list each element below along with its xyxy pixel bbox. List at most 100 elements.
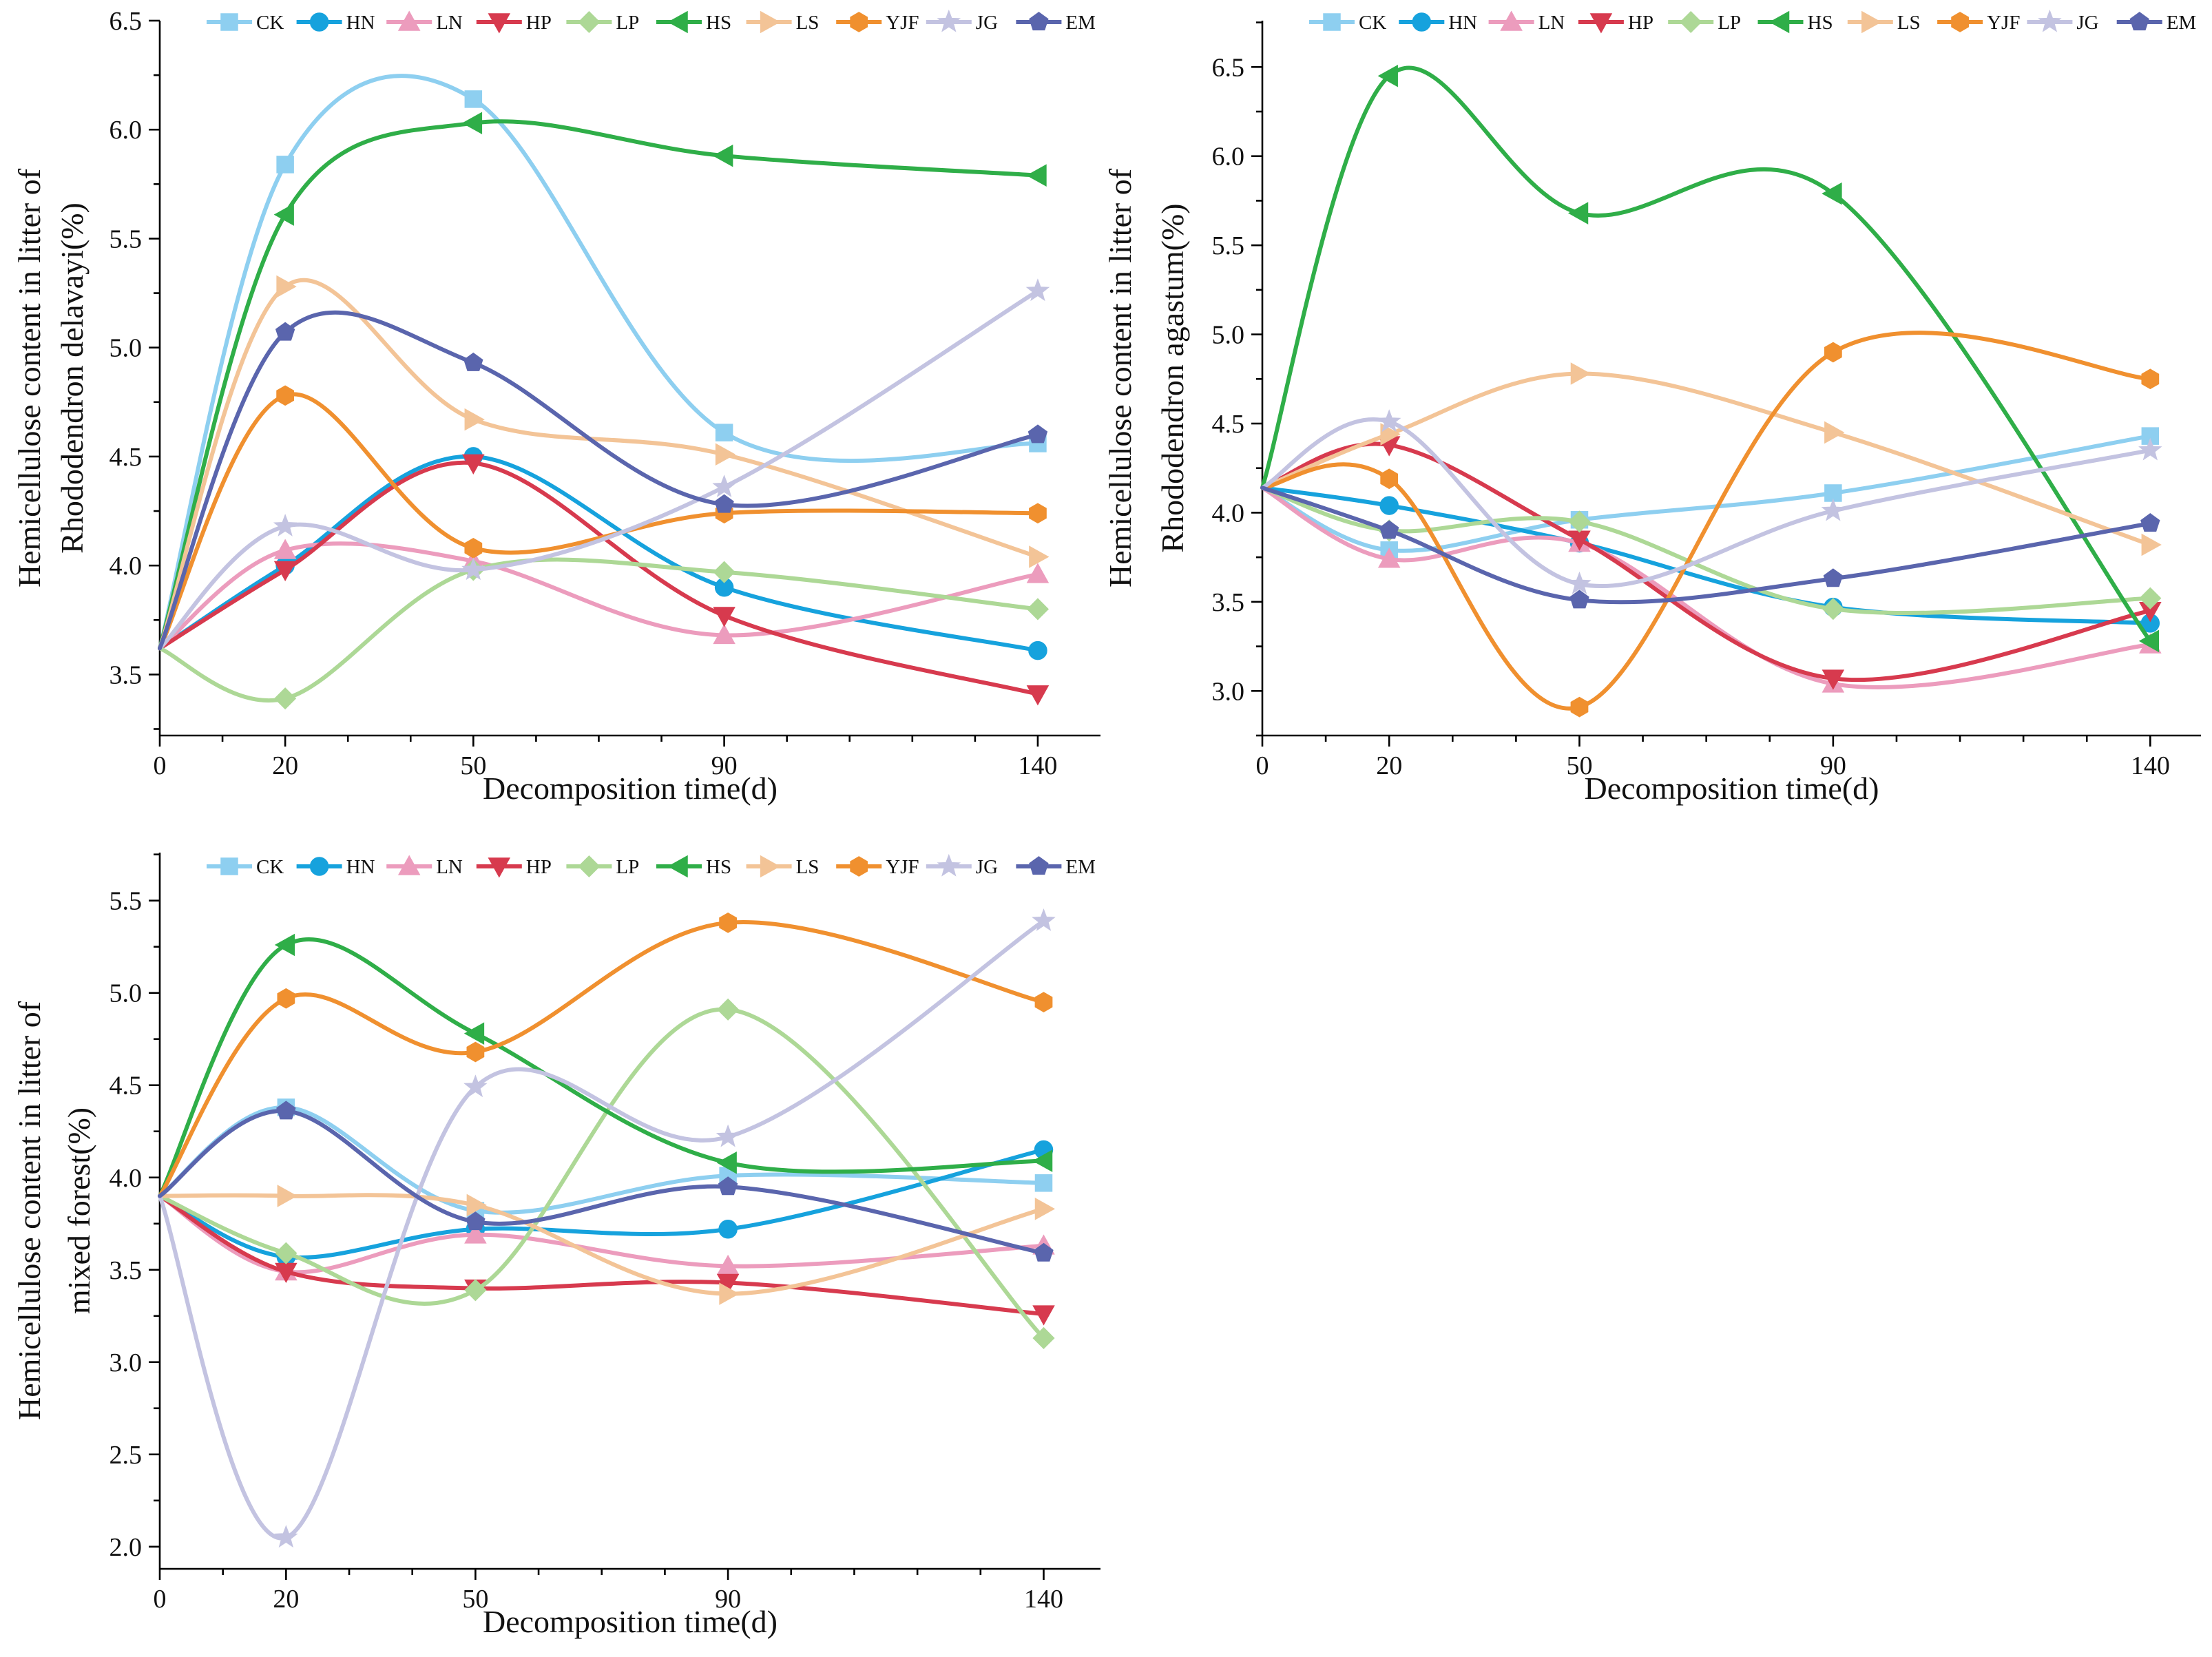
legend-marker-hn [1412,12,1432,32]
data-point-hs [1822,182,1842,205]
series-hp [158,454,1050,706]
legend-marker-lp [578,10,601,34]
legend-label-ln: LN [436,12,463,34]
x-tick-label: 140 [2131,751,2170,780]
legend-marker-jg [2038,9,2062,32]
y-tick-label: 2.5 [109,1441,143,1470]
data-point-hs [1377,64,1398,87]
data-point-ln [464,1223,487,1244]
series-line-ls [158,1193,1046,1296]
data-point-lp [713,561,735,583]
data-point-em [1823,568,1844,587]
data-point-ls [715,443,736,466]
data-point-em [1379,520,1399,539]
data-point-em [466,1211,486,1231]
y-tick-label: 3.0 [1212,677,1245,706]
x-tick-label: 20 [272,751,298,780]
data-point-ls [277,1185,298,1207]
y-axis-title-line1: Hemicellulose content in litter of [12,1001,47,1420]
series-line-hn [158,454,1040,653]
y-tick-label: 2.0 [109,1533,143,1562]
data-point-lp [2139,587,2162,609]
data-point-em [463,352,483,371]
data-point-hs [1567,202,1589,225]
legend-marker-yjf [850,856,868,877]
data-point-ls [276,275,297,298]
legend-marker-em [2129,12,2149,31]
series-line-em [158,1109,1046,1255]
series-line-lp [158,557,1040,702]
legend-label-ln: LN [1538,12,1565,34]
series-line-yjf [158,919,1046,1198]
legend-label-em: EM [1065,12,1096,34]
chart-panel-agastum: 3.0 3.5 4.0 4.5 5.0 5.5 6.0 6.5 0 20 50 90 140 Decomp… [1103,9,2201,806]
data-point-hs [2138,629,2160,653]
data-point-jg [1567,571,1592,594]
data-point-hs [1032,1149,1053,1172]
x-axis-title: Decomposition time(d) [1585,771,1879,806]
data-point-jg [1821,498,1846,521]
data-point-yjf [1824,342,1842,363]
y-tick-label: 5.0 [1212,321,1245,350]
series-line-ln [158,541,1040,651]
y-tick-label: 3.5 [109,1256,143,1285]
legend-label-yjf: YJF [886,856,919,878]
legend-label-hn: HN [346,856,375,878]
legend-label-ln: LN [436,856,463,878]
series-line-em [158,310,1040,651]
data-point-ls [2141,533,2162,556]
series-yjf [158,912,1053,1198]
y-tick-label: 4.0 [109,552,143,581]
y-tick-label: 5.5 [109,225,143,253]
x-tick-label: 140 [1024,1585,1063,1614]
data-point-em [275,322,295,341]
legend-label-ls: LS [796,856,820,878]
legend: CK HN LN HP LP HS LS YJF JG EM [207,9,1096,34]
data-point-jg [274,1525,298,1548]
legend-label-hn: HN [346,12,375,34]
data-point-ls [1029,545,1050,568]
data-point-yjf [277,988,295,1009]
legend-marker-ck [220,13,238,31]
y-axis-title-line2: mixed forest(%) [61,1107,96,1314]
legend-marker-hn [309,12,329,32]
legend-label-ls: LS [796,12,820,34]
data-point-em [2140,513,2160,532]
series-hs [158,933,1053,1198]
y-tick-label: 6.0 [1212,143,1245,171]
x-tick-label: 20 [273,1585,299,1614]
legend-marker-ls [760,10,781,34]
data-point-hs [463,1022,485,1045]
series-line-jg [158,289,1040,651]
y-tick-label: 4.5 [109,443,143,472]
y-axis-title-line1: Hemicellulose content in litter of [1103,168,1138,587]
legend-marker-hp [1589,13,1613,34]
data-point-lp [717,998,740,1021]
data-point-lp [1032,1326,1055,1350]
data-point-yjf [1380,468,1399,490]
series-lp [158,998,1055,1350]
data-point-yjf [719,912,737,933]
series-line-hp [158,460,1040,696]
series-jg [1260,409,2162,594]
data-point-ck [715,424,733,441]
legend: CK HN LN HP LP HS LS YJF JG EM [1309,9,2197,34]
y-tick-label: 5.0 [109,979,143,1008]
series-ck [158,1098,1053,1220]
data-point-hp [273,561,297,582]
legend-marker-yjf [1951,12,1969,32]
data-point-hs [273,203,294,226]
data-point-hn [1028,640,1047,660]
series-line-hn [1260,486,2153,625]
legend-label-em: EM [1065,856,1096,878]
data-point-jg [461,557,486,581]
y-tick-label: 5.5 [1212,231,1245,260]
data-point-hs [713,144,733,167]
y-tick-label: 6.0 [109,116,143,145]
data-point-jg [273,514,298,536]
data-point-lp [1026,598,1049,621]
data-point-jg [1032,908,1056,931]
x-tick-label: 90 [711,751,738,780]
legend-label-em: EM [2167,12,2197,34]
